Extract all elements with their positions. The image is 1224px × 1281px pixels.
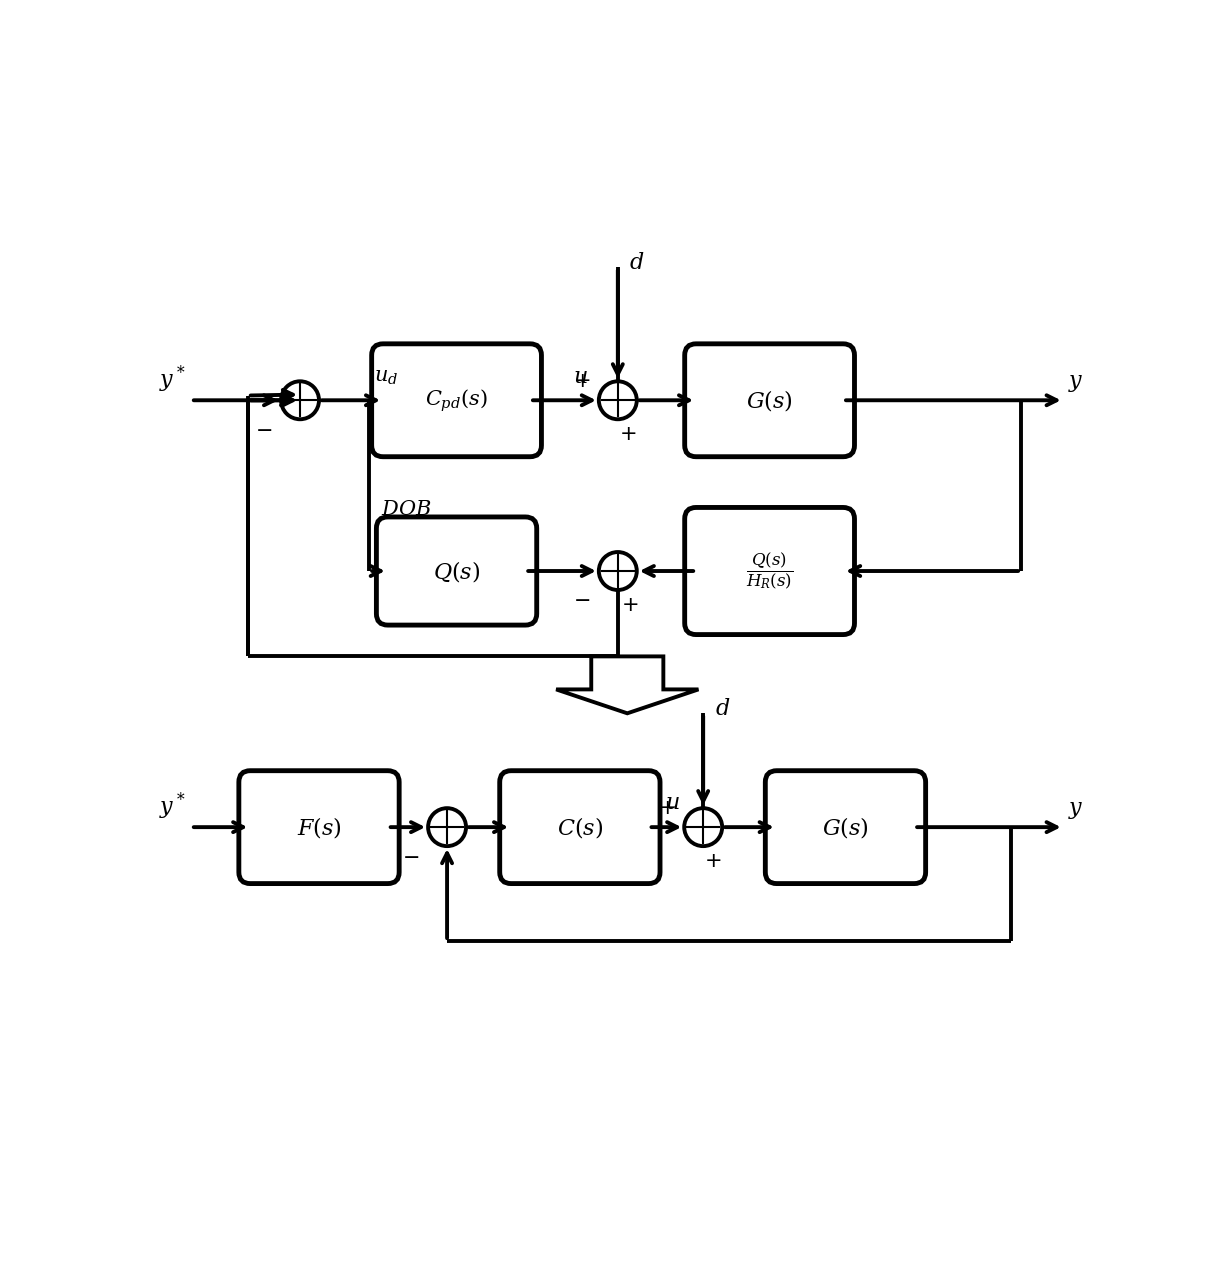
Text: $DOB$: $DOB$ (381, 500, 431, 519)
Text: $G(s)$: $G(s)$ (747, 388, 793, 412)
Text: $\dfrac{Q(s)}{H_R(s)}$: $\dfrac{Q(s)}{H_R(s)}$ (745, 551, 793, 592)
Text: $y$: $y$ (1069, 799, 1084, 821)
Circle shape (282, 382, 319, 419)
Text: $-$: $-$ (403, 845, 420, 866)
Circle shape (599, 552, 636, 591)
FancyBboxPatch shape (765, 771, 925, 884)
Text: $y$: $y$ (1069, 373, 1084, 393)
Circle shape (428, 808, 466, 847)
FancyBboxPatch shape (239, 771, 399, 884)
Text: $C(s)$: $C(s)$ (557, 815, 603, 839)
Circle shape (599, 382, 636, 419)
Text: $+$: $+$ (659, 798, 676, 819)
FancyBboxPatch shape (684, 507, 854, 634)
Text: $+$: $+$ (621, 596, 638, 615)
FancyBboxPatch shape (684, 343, 854, 457)
FancyBboxPatch shape (499, 771, 660, 884)
Text: $d$: $d$ (629, 252, 645, 273)
Text: $y^*$: $y^*$ (159, 790, 186, 822)
Text: $u$: $u$ (573, 366, 588, 387)
Text: $F(s)$: $F(s)$ (296, 815, 341, 839)
Text: $+$: $+$ (704, 852, 721, 871)
Text: $-$: $-$ (573, 589, 590, 610)
Polygon shape (556, 656, 699, 714)
Text: $-$: $-$ (256, 419, 273, 438)
FancyBboxPatch shape (377, 518, 536, 625)
Text: $d$: $d$ (715, 698, 730, 719)
Text: $+$: $+$ (618, 424, 636, 445)
Text: $+$: $+$ (573, 371, 590, 391)
Circle shape (684, 808, 722, 847)
FancyBboxPatch shape (372, 343, 541, 457)
Text: $C_{pd}(s)$: $C_{pd}(s)$ (425, 387, 488, 414)
Text: $y^*$: $y^*$ (159, 364, 186, 395)
Text: $u$: $u$ (665, 793, 679, 813)
Text: $G(s)$: $G(s)$ (823, 815, 869, 839)
Text: $Q(s)$: $Q(s)$ (433, 559, 480, 584)
Text: $u_d$: $u_d$ (375, 366, 398, 387)
